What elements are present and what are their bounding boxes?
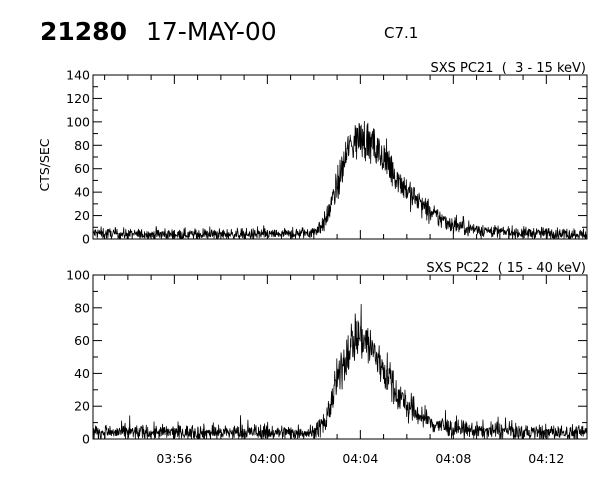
x-tick-label: 04:08 (435, 451, 471, 466)
y-tick-label: 0 (82, 232, 90, 247)
y-tick-label: 20 (74, 208, 90, 223)
y-tick-label: 120 (66, 91, 90, 106)
y-tick-label: 100 (66, 114, 90, 129)
y-tick-label: 80 (74, 138, 90, 153)
event-date: 17-MAY-00 (146, 17, 277, 46)
x-tick-label: 03:56 (156, 451, 192, 466)
panel-title: SXS PC21 ( 3 - 15 keV) (430, 61, 586, 76)
series-line (92, 120, 588, 240)
y-axis-label: CTS/SEC (37, 138, 52, 191)
axes: 0 20 40 60 80 100 120 140 (66, 68, 587, 247)
panel-pc22: SXS PC22 ( 15 - 40 keV) 0 20 40 60 80 100 03:5… (66, 261, 588, 466)
y-tick-label: 40 (74, 366, 90, 381)
panel-pc21: SXS PC21 ( 3 - 15 keV) CTS/SEC 0 20 40 60 80… (37, 61, 588, 247)
y-tick-label: 100 (66, 268, 90, 283)
y-tick-label: 140 (66, 68, 90, 83)
event-id: 21280 (40, 17, 127, 46)
y-tick-label: 60 (74, 161, 90, 176)
plot-frame (92, 274, 588, 440)
y-tick-label: 0 (82, 432, 90, 447)
plot-frame (92, 74, 588, 240)
y-tick-label: 80 (74, 300, 90, 315)
x-tick-label: 04:04 (342, 451, 378, 466)
panel-title: SXS PC22 ( 15 - 40 keV) (426, 261, 586, 276)
x-tick-label: 04:00 (249, 451, 285, 466)
flare-class: C7.1 (384, 24, 418, 42)
y-tick-label: 20 (74, 399, 90, 414)
x-tick-label: 04:12 (528, 451, 564, 466)
series-line (92, 303, 588, 440)
axes: 0 20 40 60 80 100 03:56 04:00 04:04 04:08 04:12 (66, 268, 587, 466)
y-tick-label: 60 (74, 333, 90, 348)
y-tick-label: 40 (74, 185, 90, 200)
